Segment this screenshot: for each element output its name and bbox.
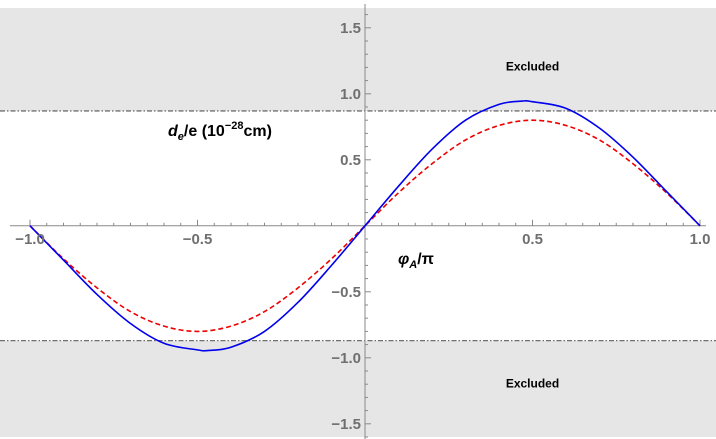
- x-tick-label: −1.0: [15, 231, 45, 248]
- y-tick-label: 0.5: [340, 152, 361, 169]
- y-axis-label: de/e (10−28cm): [168, 120, 272, 143]
- y-tick-label: −0.5: [331, 284, 361, 301]
- x-axis-label: φA/π: [398, 251, 434, 271]
- y-tick-label: 1.5: [340, 20, 361, 37]
- y-tick-label: −1.5: [331, 416, 361, 433]
- x-tick-label: 0.5: [522, 231, 543, 248]
- y-tick-label: 1.0: [340, 86, 361, 103]
- excluded-region-2: [0, 340, 716, 437]
- excluded-label-1: Excluded: [506, 60, 559, 74]
- excluded-label-2: Excluded: [506, 376, 559, 390]
- x-tick-label: −0.5: [183, 231, 213, 248]
- axes: [10, 4, 706, 439]
- series-line-blue-solid: [29, 99, 701, 352]
- y-tick-label: −1.0: [331, 350, 361, 367]
- excluded-region-1: [0, 8, 716, 111]
- threshold-lines: [0, 110, 716, 342]
- excluded-regions: [0, 8, 716, 437]
- series-line-red-dashed: [29, 119, 701, 333]
- series: [29, 99, 701, 352]
- labels: Excluded Excluded −1.0 −0.5 0.5 1.0 1.5 1.0 0.5 −…: [15, 20, 710, 433]
- x-tick-label: 1.0: [690, 231, 711, 248]
